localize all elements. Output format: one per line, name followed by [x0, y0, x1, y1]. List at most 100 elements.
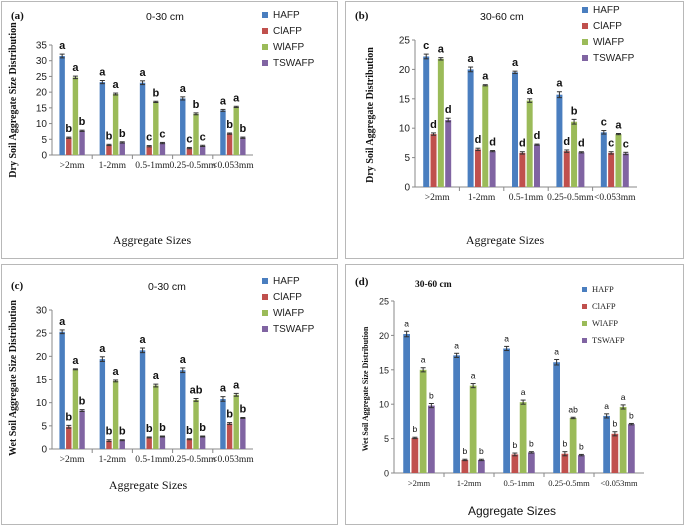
y-tick-label: 10 [36, 119, 48, 130]
significance-letter: b [513, 440, 518, 450]
bar-tswafp [628, 424, 635, 473]
significance-letter: a [604, 401, 609, 411]
bar-clafp [106, 144, 112, 155]
bar-hafp [453, 355, 460, 473]
y-tick-label: 15 [36, 375, 48, 386]
legend-swatch-tswafp [582, 338, 587, 343]
bar-tswafp [159, 436, 166, 449]
bar-tswafp [533, 144, 540, 187]
significance-letter: d [519, 138, 526, 150]
significance-letter: b [571, 105, 578, 117]
significance-letter: a [471, 371, 476, 381]
significance-letter: a [438, 44, 445, 56]
y-tick-label: 25 [399, 36, 411, 47]
bar-hafp [553, 362, 560, 473]
bar-wlafp [615, 134, 622, 187]
y-tick-label: 10 [36, 398, 48, 409]
x-axis-title: Aggregate Sizes [109, 478, 188, 492]
bar-wlafp [193, 113, 199, 155]
significance-letter: a [512, 57, 519, 69]
legend-label: TSWAFP [273, 58, 315, 69]
bar-wlafp [233, 106, 239, 155]
x-tick-label: <0.053mm [594, 193, 636, 203]
bar-wlafp [153, 101, 159, 155]
x-tick-label: 0.25-0.5mm [169, 161, 216, 171]
significance-letter: b [579, 441, 584, 451]
y-tick-label: 15 [399, 94, 411, 105]
y-tick-label: 15 [379, 365, 389, 375]
significance-letter: b [239, 123, 246, 135]
bar-clafp [411, 437, 419, 473]
bar-wlafp [571, 121, 578, 187]
bar-wlafp [193, 399, 199, 449]
y-tick-label: 20 [379, 331, 389, 341]
bar-wlafp [519, 402, 527, 473]
x-tick-label: >2mm [60, 455, 85, 465]
bar-hafp [139, 350, 146, 449]
significance-letter: a [139, 334, 146, 346]
bar-wlafp [419, 369, 427, 473]
x-axis-title: Aggregate Sizes [468, 504, 556, 518]
significance-letter: c [186, 133, 192, 145]
legend-label: ClAFP [592, 301, 616, 311]
bar-hafp [180, 370, 186, 449]
panel-label: (b) [355, 10, 369, 22]
legend: HAFP ClAFP WlAFP TSWAFP [262, 276, 315, 335]
panel-frame [345, 264, 684, 525]
legend-label: WlAFP [273, 42, 304, 53]
panel-label: (a) [11, 10, 24, 22]
y-axis-title: Wet Soil Aggregate Size Distribution [361, 326, 370, 451]
legend-label: HAFP [592, 284, 614, 294]
bar-wlafp [569, 417, 577, 473]
bar-hafp [467, 69, 474, 187]
bar-hafp [503, 348, 510, 473]
bar-wlafp [72, 77, 79, 155]
significance-letter: b [226, 409, 233, 421]
legend-swatch-wlafp [582, 321, 587, 326]
significance-letter: b [119, 426, 126, 438]
significance-letter: d [445, 104, 452, 116]
bar-tswafp [199, 145, 206, 155]
bar-wlafp [619, 406, 627, 473]
significance-letter: a [233, 92, 240, 104]
y-axis-title: Dry Soil Aggregate Distribution [365, 47, 376, 183]
significance-letter: d [563, 136, 570, 148]
x-tick-label: 1-2mm [99, 161, 127, 171]
legend-swatch-wlafp [262, 310, 268, 316]
bar-tswafp [79, 410, 85, 449]
significance-letter: b [226, 119, 233, 131]
bar-hafp [220, 110, 226, 155]
bar-clafp [474, 149, 481, 187]
significance-letter: a [113, 79, 120, 91]
x-tick-label: 1-2mm [457, 478, 482, 488]
significance-letter: c [601, 117, 607, 129]
legend-label: HAFP [273, 276, 300, 287]
significance-letter: a [404, 318, 409, 328]
y-tick-label: 10 [379, 400, 389, 410]
legend-label: WlAFP [593, 37, 624, 48]
bar-clafp [66, 426, 72, 449]
legend-swatch-hafp [262, 278, 268, 284]
significance-letter: d [489, 137, 496, 149]
significance-letter: a [59, 40, 66, 52]
x-tick-label: 0.5-1mm [504, 478, 535, 488]
bar-tswafp [119, 142, 125, 155]
bar-hafp [600, 132, 607, 187]
x-axis-title: Aggregate Sizes [466, 233, 545, 247]
significance-letter: a [220, 95, 227, 107]
significance-letter: b [613, 419, 618, 429]
legend-swatch-clafp [582, 23, 588, 29]
significance-letter: b [159, 422, 166, 434]
legend-label: ClAFP [273, 26, 302, 37]
significance-letter: a [554, 346, 559, 356]
legend-swatch-tswafp [582, 55, 588, 61]
significance-letter: a [504, 333, 509, 343]
bar-hafp [99, 82, 106, 155]
bar-clafp [561, 453, 569, 473]
legend-swatch-wlafp [582, 39, 588, 45]
x-tick-label: >2mm [60, 161, 85, 171]
bar-tswafp [119, 440, 125, 449]
legend-swatch-hafp [262, 12, 268, 18]
x-tick-label: >2mm [408, 478, 431, 488]
chart-panel-a: (a) 0-30 cm Dry Soil Aggregate Size Distri… [1, 1, 338, 259]
